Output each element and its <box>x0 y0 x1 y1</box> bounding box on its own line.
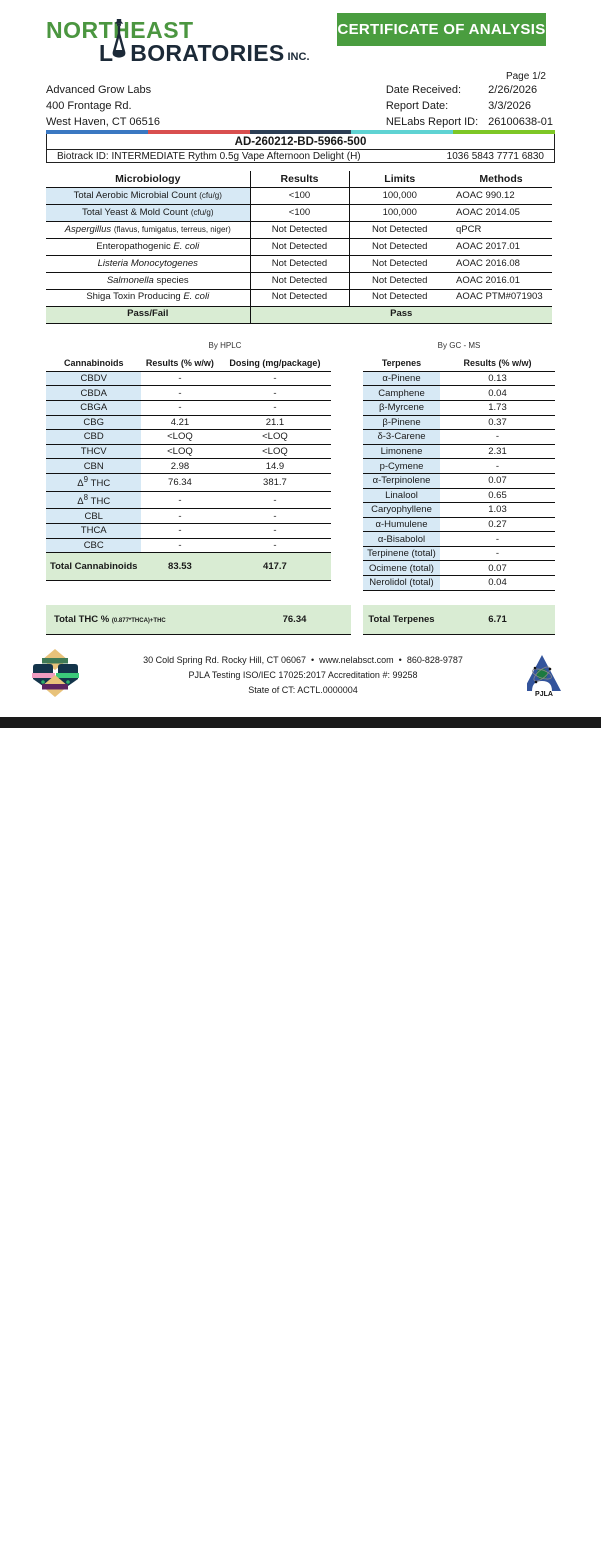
svg-text:PJLA: PJLA <box>535 691 553 697</box>
